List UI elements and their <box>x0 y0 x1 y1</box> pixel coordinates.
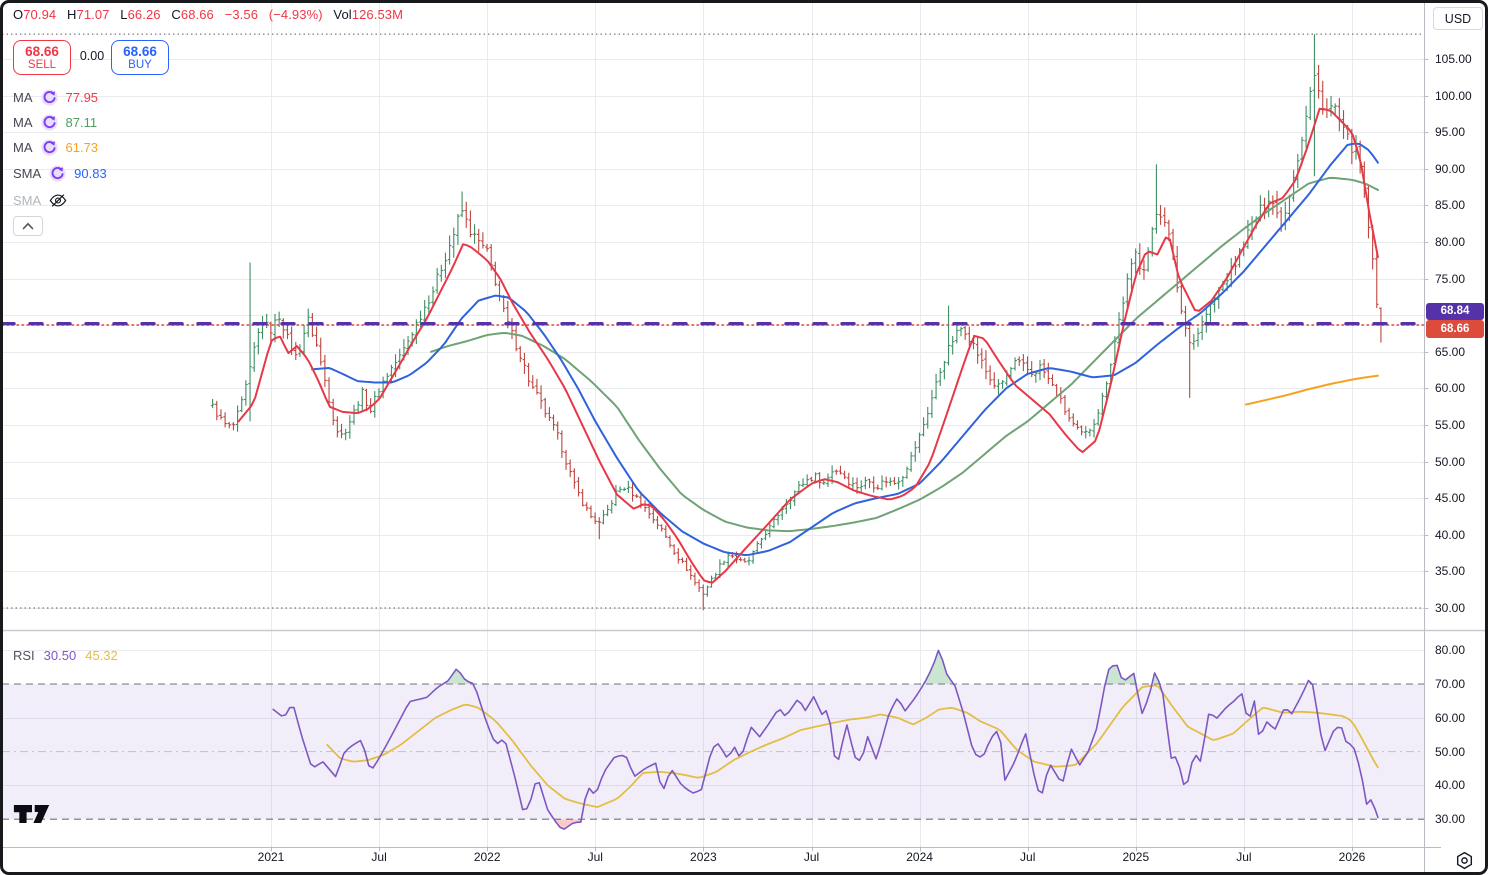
tradingview-logo-icon <box>13 804 50 824</box>
rsi-tick-label: 80.00 <box>1435 643 1466 658</box>
volume-label: Vol <box>333 7 352 22</box>
price-tick-label: 35.00 <box>1435 564 1466 579</box>
close-value: 68.66 <box>180 7 214 22</box>
time-tick-label: 2026 <box>1338 850 1366 864</box>
price-tick-label: 95.00 <box>1435 125 1466 140</box>
rsi-label: RSI <box>13 648 35 663</box>
rsi-value: 30.50 <box>43 648 77 663</box>
time-tick-label: 2024 <box>906 850 933 864</box>
refresh-spinner-icon <box>40 113 58 131</box>
buy-price: 68.66 <box>123 43 157 59</box>
time-tick-label: 2022 <box>473 850 501 864</box>
close-label: C <box>171 7 181 22</box>
price-tick-label: 50.00 <box>1435 454 1466 469</box>
price-tick-label: 65.00 <box>1435 344 1466 359</box>
refresh-spinner-icon[interactable] <box>40 138 58 156</box>
rsi-tick-label: 40.00 <box>1435 778 1466 793</box>
indicator-value: 87.11 <box>65 114 98 130</box>
sell-price: 68.66 <box>25 43 59 59</box>
price-tick-label: 85.00 <box>1435 198 1466 213</box>
buy-label: BUY <box>128 58 152 71</box>
change-percent: (−4.93%) <box>268 7 323 22</box>
buy-button[interactable]: 68.66 BUY <box>111 40 169 75</box>
indicator-value: 90.83 <box>74 165 107 181</box>
rsi-tick-label: 70.00 <box>1435 677 1466 691</box>
indicator-row-ma-2: MA 61.73 <box>13 137 98 157</box>
scale-settings-button[interactable] <box>1441 847 1487 873</box>
price-tick-label: 90.00 <box>1435 161 1466 176</box>
time-tick-label: Jul <box>803 850 820 864</box>
change-value: −3.56 <box>224 7 259 22</box>
eye-off-icon[interactable] <box>49 193 67 208</box>
eye-off-icon <box>49 193 67 207</box>
refresh-spinner-icon[interactable] <box>40 88 58 106</box>
open-label: O <box>13 7 24 22</box>
price-tick-label: 60.00 <box>1435 381 1466 396</box>
rsi-legend: RSI 30.50 45.32 <box>13 648 118 663</box>
alert-price-badge: 68.84 <box>1426 302 1484 321</box>
refresh-spinner-icon[interactable] <box>40 113 58 131</box>
volume-value: 126.53M <box>351 7 404 22</box>
rsi-tick-label: 50.00 <box>1435 744 1466 759</box>
currency-button[interactable]: USD <box>1433 7 1483 30</box>
rsi-tick-label: 30.00 <box>1435 812 1466 827</box>
price-tick-label: 55.00 <box>1435 418 1466 432</box>
low-label: L <box>120 7 128 22</box>
time-tick-label: Jul <box>371 850 387 864</box>
time-tick-label: Jul <box>1236 850 1252 864</box>
indicator-label: MA <box>13 89 33 105</box>
price-tick-label: 40.00 <box>1435 527 1466 542</box>
time-tick-label: Jul <box>1020 850 1036 864</box>
price-tick-label: 75.00 <box>1435 271 1466 286</box>
sell-label: SELL <box>27 58 57 71</box>
indicator-row-ma-0: MA 77.95 <box>13 87 98 107</box>
collapse-legend-button[interactable] <box>13 216 43 236</box>
ohlc-readout: O70.94 H71.07 L66.26 C68.66 −3.56 (−4.93… <box>13 7 410 22</box>
refresh-spinner-icon <box>49 164 66 182</box>
tradingview-logo[interactable] <box>13 803 51 830</box>
indicator-row-ma-1: MA 87.11 <box>13 112 97 132</box>
rsi-tick-label: 60.00 <box>1435 710 1466 725</box>
indicator-label: SMA <box>13 192 42 208</box>
price-tick-label: 45.00 <box>1435 491 1466 506</box>
refresh-spinner-icon <box>40 88 58 106</box>
open-value: 70.94 <box>23 7 57 22</box>
indicator-value: 77.95 <box>65 89 99 105</box>
indicator-row-sma-4: SMA <box>13 190 67 210</box>
refresh-spinner-icon <box>40 138 58 156</box>
indicator-value: 61.73 <box>65 139 99 155</box>
rsi-signal-value: 45.32 <box>85 648 118 663</box>
price-tick-label: 100.00 <box>1435 88 1472 103</box>
current-price-badge: 68.66 <box>1426 320 1484 338</box>
price-tick-label: 105.00 <box>1435 52 1472 66</box>
indicator-label: MA <box>13 114 33 130</box>
time-tick-label: 2021 <box>257 850 285 864</box>
sell-button[interactable]: 68.66 SELL <box>13 40 71 75</box>
time-tick-label: 2023 <box>690 850 717 864</box>
low-value: 66.26 <box>127 7 161 22</box>
high-label: H <box>66 7 77 22</box>
indicator-row-sma-3: SMA 90.83 <box>13 163 107 183</box>
price-tick-label: 30.00 <box>1435 601 1466 615</box>
spread-value: 0.00 <box>79 49 105 63</box>
time-tick-label: Jul <box>587 850 603 864</box>
time-tick-label: 2025 <box>1122 850 1150 864</box>
refresh-spinner-icon[interactable] <box>49 164 66 182</box>
high-value: 71.07 <box>76 7 110 22</box>
chevron-up-icon <box>22 222 34 230</box>
price-tick-label: 80.00 <box>1435 235 1466 249</box>
indicator-label: MA <box>13 139 33 155</box>
indicator-label: SMA <box>13 165 42 181</box>
gear-icon <box>1456 851 1472 869</box>
